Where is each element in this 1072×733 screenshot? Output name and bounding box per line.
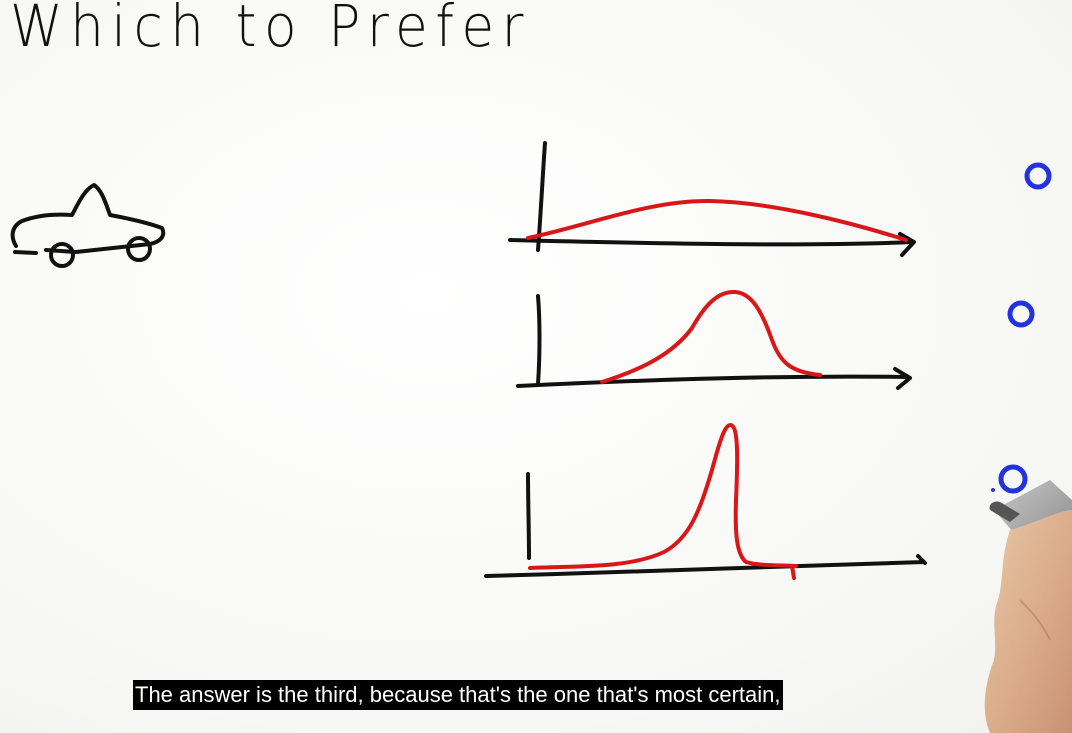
y-axis [526,472,531,560]
option-circle-2[interactable] [1007,300,1035,328]
subtitle-caption: The answer is the third, because that's … [133,680,783,710]
graph-wide-distribution [508,141,916,257]
x-axis [508,232,916,257]
y-axis [536,294,542,386]
curve-medium [600,289,822,384]
option-circle-3[interactable] [991,464,1028,494]
graph-narrow-distribution [484,423,927,580]
car-sketch-icon [10,183,166,268]
curve-narrow [528,423,798,580]
curve-wide [526,198,908,242]
x-axis [484,554,927,578]
page-title: Which to Prefer [10,0,531,60]
option-circle-1[interactable] [1024,162,1052,190]
hand-with-marker-icon [984,480,1072,733]
x-axis [516,367,912,390]
graph-medium-distribution [516,289,912,390]
